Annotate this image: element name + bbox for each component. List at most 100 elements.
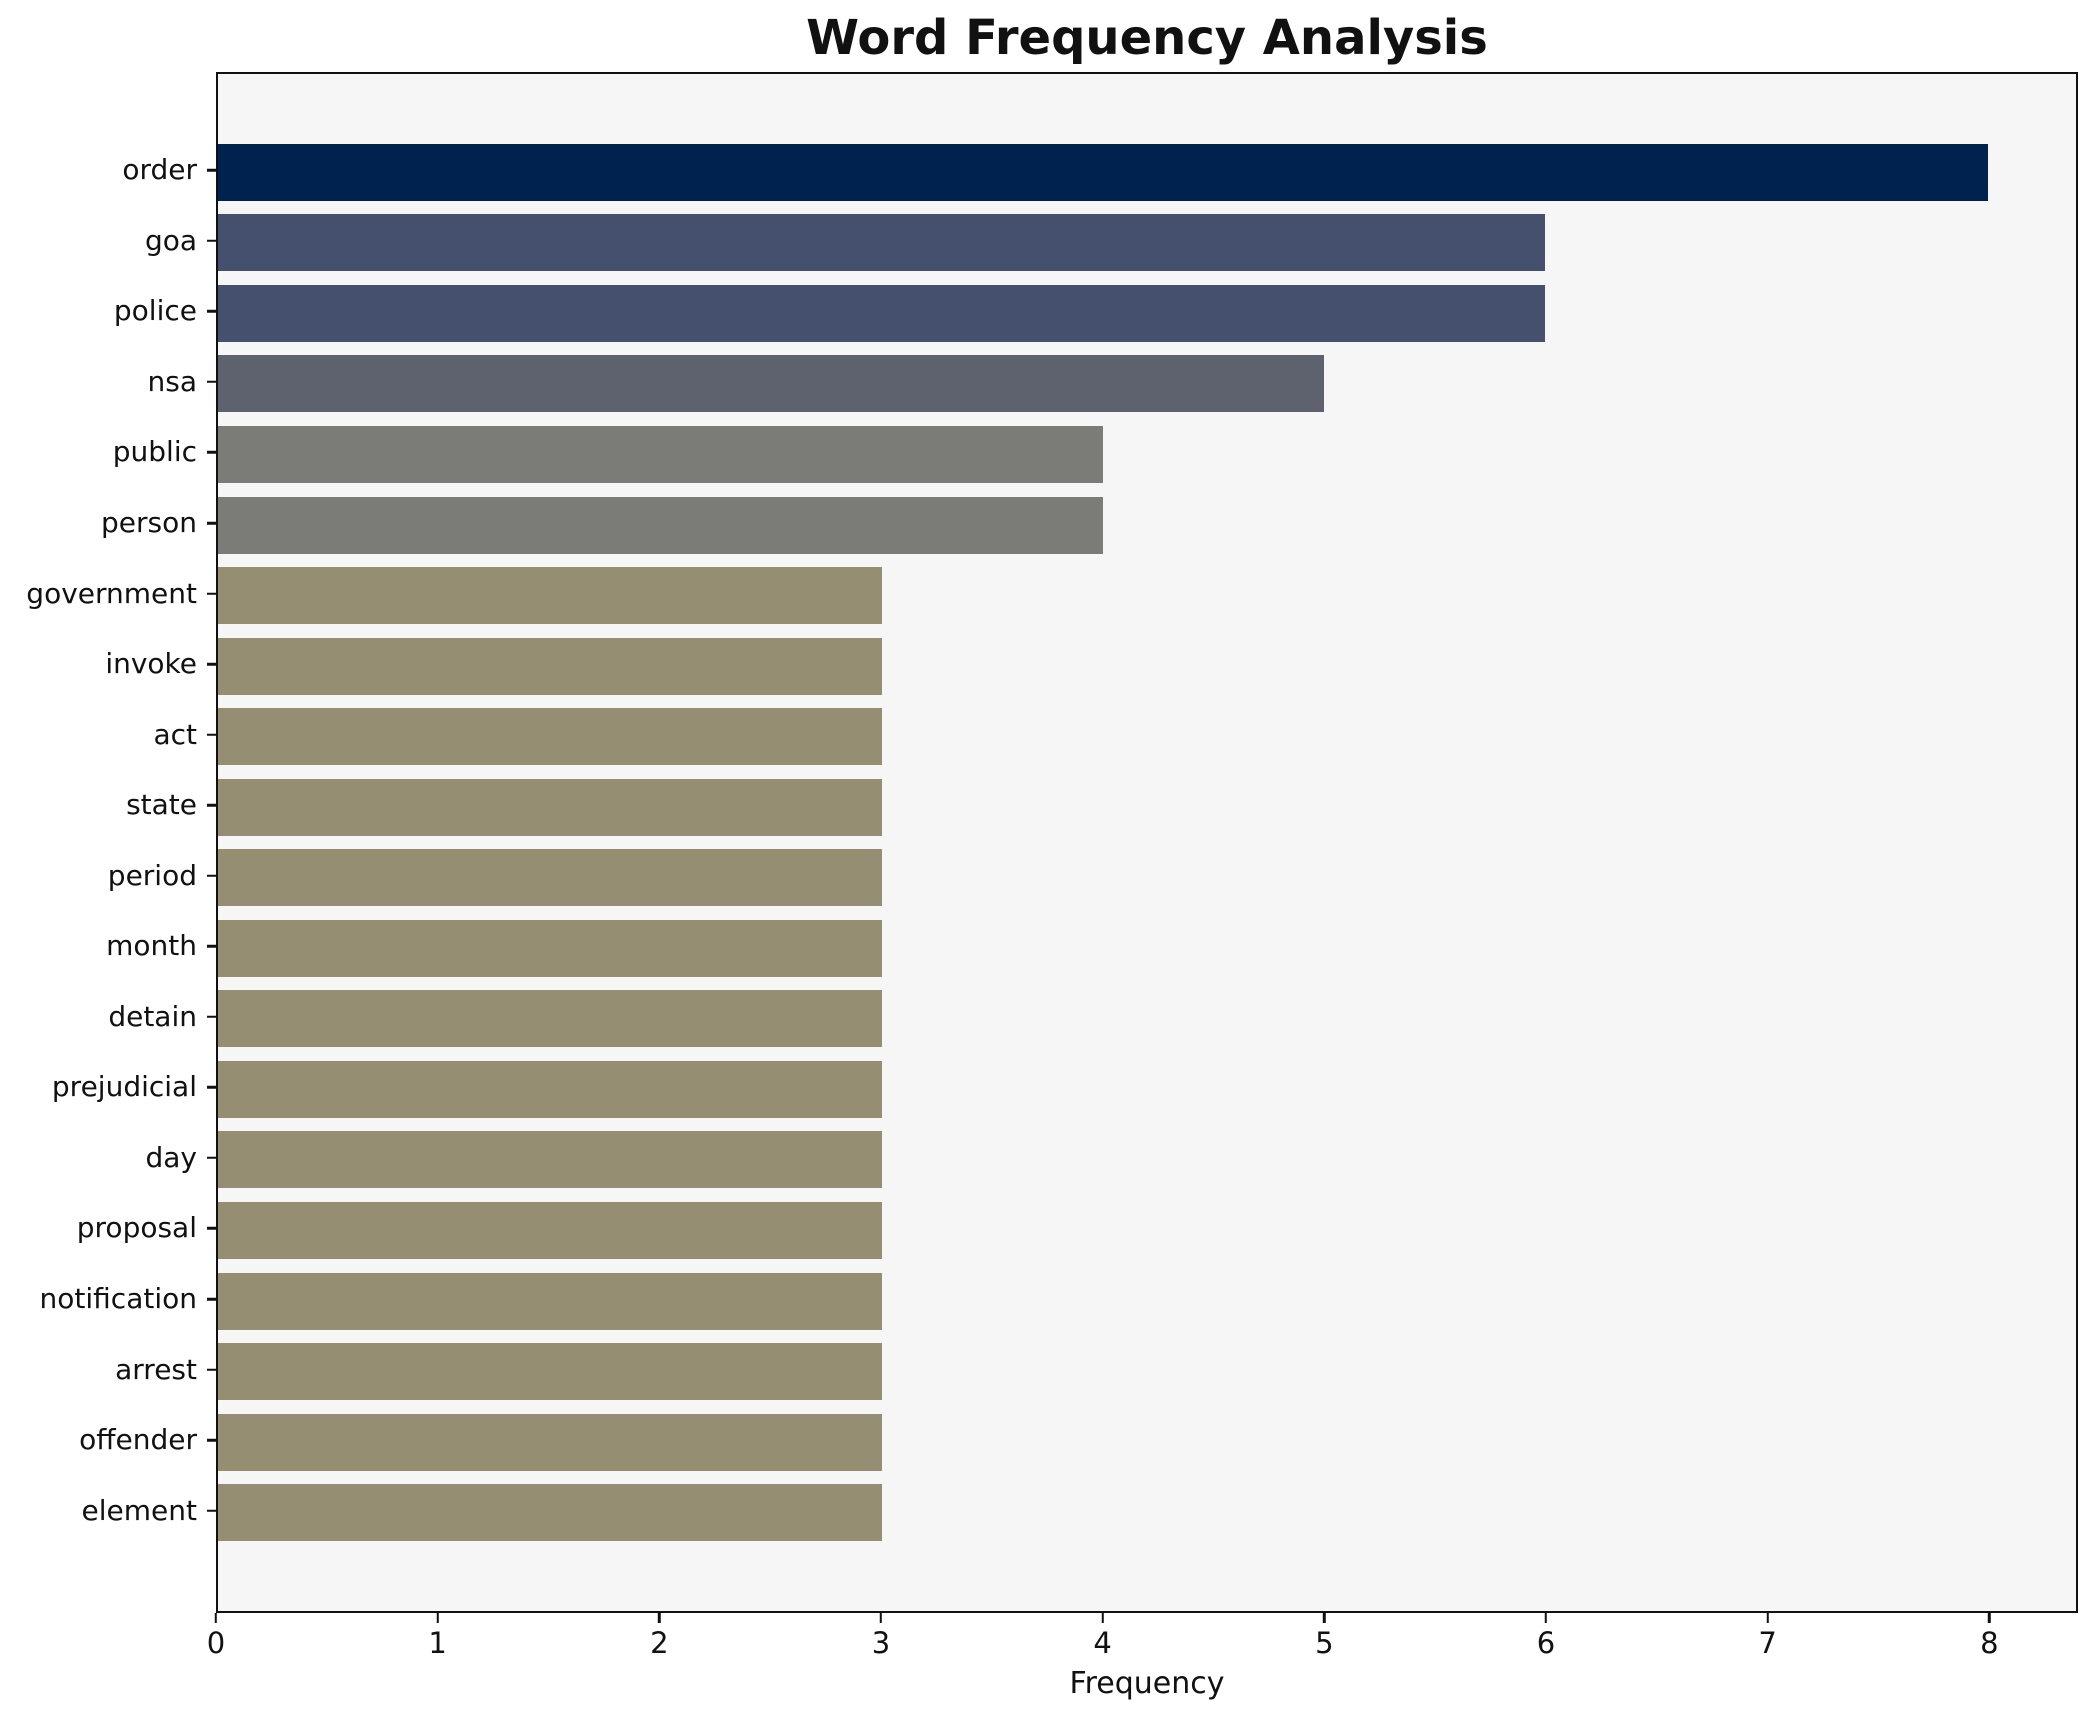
y-tick-label: government xyxy=(26,576,197,610)
y-tick-row: period xyxy=(0,840,216,911)
bar-row xyxy=(218,1125,2076,1196)
bar-period xyxy=(218,849,882,907)
bar-order xyxy=(218,143,1988,201)
bar-state xyxy=(218,778,882,836)
x-tick: 3 xyxy=(872,1613,890,1658)
y-tick-row: proposal xyxy=(0,1193,216,1264)
y-tick-row: month xyxy=(0,911,216,982)
y-tick-label: period xyxy=(107,858,197,892)
y-tick-row: act xyxy=(0,699,216,770)
bar-government xyxy=(218,567,882,625)
y-tick-mark xyxy=(207,380,216,384)
y-tick-row: state xyxy=(0,770,216,841)
x-axis-label: Frequency xyxy=(1069,1666,1225,1701)
x-tick-label: 7 xyxy=(1758,1626,1777,1660)
y-tick-mark xyxy=(207,239,216,243)
y-tick-row: government xyxy=(0,558,216,629)
x-tick-label: 3 xyxy=(871,1626,891,1660)
bar-prejudicial xyxy=(218,1060,882,1118)
y-tick-mark xyxy=(207,1438,216,1442)
y-tick-label: month xyxy=(106,929,197,963)
y-tick-mark xyxy=(207,733,216,736)
bar-row xyxy=(218,984,2076,1055)
x-tick-label: 2 xyxy=(650,1626,669,1660)
y-axis-labels: order goa police nsa public person government i… xyxy=(0,135,216,1547)
y-tick-row: offender xyxy=(0,1405,216,1476)
y-tick-mark xyxy=(207,592,216,595)
bar-row xyxy=(218,772,2076,843)
y-tick-mark xyxy=(207,521,216,525)
x-tick-label: 4 xyxy=(1093,1626,1112,1660)
bar-row xyxy=(218,842,2076,913)
x-tick-mark xyxy=(214,1613,218,1623)
y-tick-label: act xyxy=(153,717,197,751)
bar-police xyxy=(218,284,1546,342)
y-tick-mark xyxy=(207,874,216,877)
y-tick-label: prejudicial xyxy=(51,1070,197,1104)
y-tick-row: detain xyxy=(0,982,216,1053)
bar-public xyxy=(218,425,1103,483)
x-tick-mark xyxy=(658,1613,661,1623)
y-tick-row: prejudicial xyxy=(0,1052,216,1123)
bar-day xyxy=(218,1131,882,1189)
y-tick-row: nsa xyxy=(0,347,216,418)
y-tick-label: person xyxy=(101,506,197,539)
bar-row xyxy=(218,631,2076,702)
bar-row xyxy=(218,490,2076,561)
bar-row xyxy=(218,1266,2076,1337)
y-tick-row: person xyxy=(0,488,216,559)
y-tick-label: public xyxy=(112,435,197,469)
bar-goa xyxy=(218,214,1546,272)
x-tick-mark xyxy=(1323,1613,1326,1623)
y-tick-mark xyxy=(207,1368,216,1371)
bar-row xyxy=(218,137,2076,208)
x-tick-label: 0 xyxy=(206,1626,226,1660)
y-tick-row: goa xyxy=(0,206,216,277)
x-tick: 8 xyxy=(1980,1613,1999,1660)
bar-row xyxy=(218,208,2076,279)
y-tick-label: proposal xyxy=(76,1211,197,1245)
bar-proposal xyxy=(218,1201,882,1259)
x-tick: 6 xyxy=(1537,1613,1555,1658)
x-tick-label: 5 xyxy=(1315,1626,1334,1660)
y-tick-label: notification xyxy=(39,1282,197,1316)
y-tick-row: arrest xyxy=(0,1334,216,1405)
y-tick-label: order xyxy=(122,153,197,187)
y-tick-mark xyxy=(207,310,216,313)
bar-row xyxy=(218,419,2076,490)
bar-row xyxy=(218,560,2076,631)
y-tick-row: day xyxy=(0,1123,216,1194)
y-tick-mark xyxy=(207,1297,216,1301)
y-tick-row: order xyxy=(0,135,216,206)
bar-act xyxy=(218,708,882,766)
y-tick-label: invoke xyxy=(105,647,197,681)
bar-nsa xyxy=(218,355,1324,413)
y-tick-row: element xyxy=(0,1475,216,1546)
x-tick: 0 xyxy=(207,1613,225,1658)
x-tick: 5 xyxy=(1315,1613,1334,1660)
bar-row xyxy=(218,701,2076,772)
y-tick-mark xyxy=(207,662,216,666)
x-tick: 2 xyxy=(650,1613,669,1660)
x-tick-mark xyxy=(436,1613,439,1623)
y-tick-label: arrest xyxy=(115,1352,197,1386)
bar-row xyxy=(218,349,2076,420)
bars xyxy=(218,74,2076,1611)
y-tick-label: offender xyxy=(79,1423,197,1457)
bar-row xyxy=(218,1407,2076,1478)
y-tick-mark xyxy=(207,1227,216,1230)
chart-title: Word Frequency Analysis xyxy=(806,10,1488,66)
bar-month xyxy=(218,919,882,977)
bar-row xyxy=(218,1054,2076,1125)
x-tick-label: 8 xyxy=(1980,1626,1999,1660)
y-tick-mark xyxy=(207,1015,216,1019)
y-tick-mark xyxy=(207,945,216,948)
y-tick-mark xyxy=(207,803,216,807)
y-tick-label: police xyxy=(113,294,197,328)
bar-arrest xyxy=(218,1343,882,1401)
bar-notification xyxy=(218,1272,882,1330)
x-tick-label: 6 xyxy=(1536,1626,1556,1660)
y-tick-mark xyxy=(207,1509,216,1512)
y-tick-mark xyxy=(207,1086,216,1089)
